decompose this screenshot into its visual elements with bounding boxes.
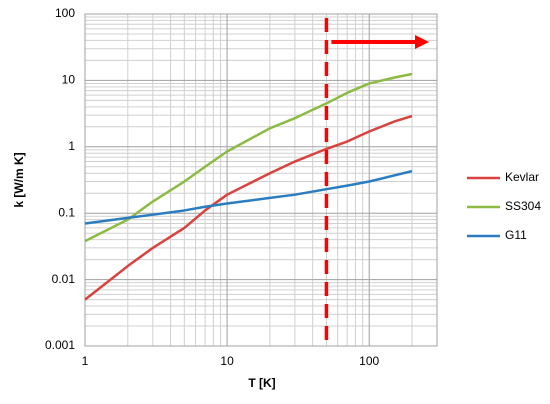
- series-line: [84, 169, 413, 225]
- x-tick-label: 1: [82, 354, 89, 368]
- series-line: [84, 72, 413, 243]
- y-tick-label: 0.001: [45, 338, 75, 352]
- arrow-head: [415, 35, 429, 49]
- y-tick-label: 0.01: [52, 272, 76, 286]
- y-tick-label: 1: [68, 139, 75, 153]
- legend-label: SS304: [505, 199, 541, 213]
- x-tick-label: 100: [359, 354, 379, 368]
- plot-border: [84, 13, 438, 347]
- x-tick-label: 10: [220, 354, 234, 368]
- y-axis-title: k [W/m K]: [12, 152, 26, 207]
- y-tick-label: 100: [55, 6, 75, 20]
- x-axis-title: T [K]: [248, 376, 275, 390]
- y-tick-label: 0.1: [58, 205, 75, 219]
- y-tick-label: 10: [62, 73, 76, 87]
- legend-label: G11: [505, 228, 527, 242]
- series-line: [84, 114, 413, 301]
- legend-label: Kevlar: [505, 170, 539, 184]
